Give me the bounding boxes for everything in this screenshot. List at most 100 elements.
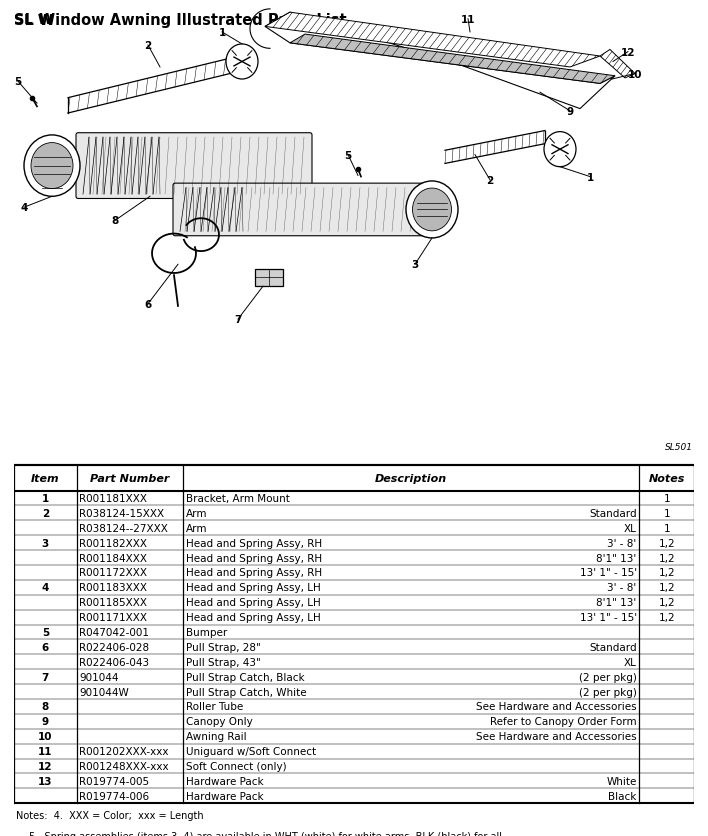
Text: 1,2: 1,2 <box>658 568 675 578</box>
Text: R001171XXX: R001171XXX <box>79 613 147 623</box>
Text: Description: Description <box>375 473 447 483</box>
Text: 13: 13 <box>38 776 52 786</box>
Circle shape <box>413 189 452 232</box>
Text: 1: 1 <box>663 493 670 503</box>
Text: 10: 10 <box>38 732 52 742</box>
Text: 13' 1" - 15': 13' 1" - 15' <box>580 568 636 578</box>
Text: 8'1" 13': 8'1" 13' <box>597 553 636 563</box>
Text: Head and Spring Assy, LH: Head and Spring Assy, LH <box>186 583 321 593</box>
Text: Black: Black <box>608 791 636 801</box>
Text: Hardware Pack: Hardware Pack <box>186 776 264 786</box>
FancyBboxPatch shape <box>173 184 432 237</box>
Text: 8'1" 13': 8'1" 13' <box>597 598 636 608</box>
Text: Pull Strap Catch, White: Pull Strap Catch, White <box>186 686 307 696</box>
Text: 4: 4 <box>21 203 28 213</box>
Text: 1: 1 <box>218 28 226 38</box>
Text: Head and Spring Assy, RH: Head and Spring Assy, RH <box>186 538 322 548</box>
Text: Item: Item <box>31 473 59 483</box>
Text: 12: 12 <box>621 48 635 58</box>
Text: 8: 8 <box>42 701 49 711</box>
Text: R038124-15XXX: R038124-15XXX <box>79 508 164 518</box>
Text: 2: 2 <box>144 41 152 51</box>
Text: 1: 1 <box>586 172 593 182</box>
Text: 4: 4 <box>42 583 49 593</box>
Polygon shape <box>600 50 635 79</box>
Text: 1,2: 1,2 <box>658 583 675 593</box>
Text: See Hardware and Accessories: See Hardware and Accessories <box>476 732 636 742</box>
Text: 901044W: 901044W <box>79 686 129 696</box>
Text: R001183XXX: R001183XXX <box>79 583 147 593</box>
Text: Head and Spring Assy, LH: Head and Spring Assy, LH <box>186 598 321 608</box>
Text: R019774-006: R019774-006 <box>79 791 149 801</box>
Text: 7: 7 <box>234 314 241 324</box>
Text: Head and Spring Assy, LH: Head and Spring Assy, LH <box>186 613 321 623</box>
Text: 1,2: 1,2 <box>658 613 675 623</box>
Text: Standard: Standard <box>589 508 636 518</box>
Text: 5.  Spring assemblies (items 3, 4) are available in WHT (white) for white arms, : 5. Spring assemblies (items 3, 4) are av… <box>29 831 502 836</box>
Text: SL W: SL W <box>14 13 53 27</box>
Text: (2 per pkg): (2 per pkg) <box>579 686 636 696</box>
Circle shape <box>31 144 73 190</box>
Text: Awning Rail: Awning Rail <box>186 732 247 742</box>
Text: Hardware Pack: Hardware Pack <box>186 791 264 801</box>
Text: 7: 7 <box>42 672 49 682</box>
Text: 1,2: 1,2 <box>658 598 675 608</box>
Text: 9: 9 <box>566 107 573 117</box>
Bar <box>255 269 283 287</box>
Bar <box>14 466 694 491</box>
Text: Standard: Standard <box>589 642 636 652</box>
Text: Pull Strap, 28": Pull Strap, 28" <box>186 642 261 652</box>
Text: 6: 6 <box>144 299 152 309</box>
Text: R001184XXX: R001184XXX <box>79 553 147 563</box>
Text: 3: 3 <box>411 260 418 270</box>
FancyBboxPatch shape <box>76 134 312 199</box>
Text: Canopy Only: Canopy Only <box>186 716 253 726</box>
Text: SL Window Awning Illustrated Parts List: SL Window Awning Illustrated Parts List <box>14 13 347 28</box>
Polygon shape <box>290 35 615 84</box>
Text: 11: 11 <box>38 747 52 757</box>
Text: Refer to Canopy Order Form: Refer to Canopy Order Form <box>490 716 636 726</box>
Text: R038124--27XXX: R038124--27XXX <box>79 523 169 533</box>
Text: 10: 10 <box>628 69 642 79</box>
Text: R047042-001: R047042-001 <box>79 627 149 637</box>
Circle shape <box>406 181 458 238</box>
Text: R022406-028: R022406-028 <box>79 642 149 652</box>
Text: 1,2: 1,2 <box>658 538 675 548</box>
Text: R001202XXX-xxx: R001202XXX-xxx <box>79 747 169 757</box>
Text: Part Number: Part Number <box>90 473 169 483</box>
Text: Pull Strap Catch, Black: Pull Strap Catch, Black <box>186 672 304 682</box>
Text: R001182XXX: R001182XXX <box>79 538 147 548</box>
Text: Arm: Arm <box>186 523 207 533</box>
Text: 5: 5 <box>344 150 352 161</box>
Text: 901044: 901044 <box>79 672 119 682</box>
Text: XL: XL <box>624 657 636 667</box>
Text: R001181XXX: R001181XXX <box>79 493 147 503</box>
Polygon shape <box>265 13 615 110</box>
Text: Notes:  4.  XXX = Color;  xxx = Length: Notes: 4. XXX = Color; xxx = Length <box>16 810 204 820</box>
Text: 5: 5 <box>14 77 22 87</box>
Text: Notes: Notes <box>649 473 685 483</box>
Text: 9: 9 <box>42 716 49 726</box>
Text: Soft Connect (only): Soft Connect (only) <box>186 761 287 771</box>
Text: 1: 1 <box>663 523 670 533</box>
Text: Bumper: Bumper <box>186 627 227 637</box>
Text: R001172XXX: R001172XXX <box>79 568 147 578</box>
Text: White: White <box>606 776 636 786</box>
Text: 3' - 8': 3' - 8' <box>607 538 636 548</box>
Text: R019774-005: R019774-005 <box>79 776 149 786</box>
Text: (2 per pkg): (2 per pkg) <box>579 672 636 682</box>
Text: Uniguard w/Soft Connect: Uniguard w/Soft Connect <box>186 747 316 757</box>
Circle shape <box>544 132 576 167</box>
Text: SL501: SL501 <box>665 442 693 451</box>
Text: 11: 11 <box>461 15 475 25</box>
Text: 1,2: 1,2 <box>658 553 675 563</box>
Text: 5: 5 <box>42 627 49 637</box>
Text: R001248XXX-xxx: R001248XXX-xxx <box>79 761 169 771</box>
Text: 1: 1 <box>663 508 670 518</box>
Text: 12: 12 <box>38 761 52 771</box>
Text: 1: 1 <box>42 493 49 503</box>
Circle shape <box>24 135 80 197</box>
Text: R001185XXX: R001185XXX <box>79 598 147 608</box>
Text: Head and Spring Assy, RH: Head and Spring Assy, RH <box>186 568 322 578</box>
Text: R022406-043: R022406-043 <box>79 657 149 667</box>
